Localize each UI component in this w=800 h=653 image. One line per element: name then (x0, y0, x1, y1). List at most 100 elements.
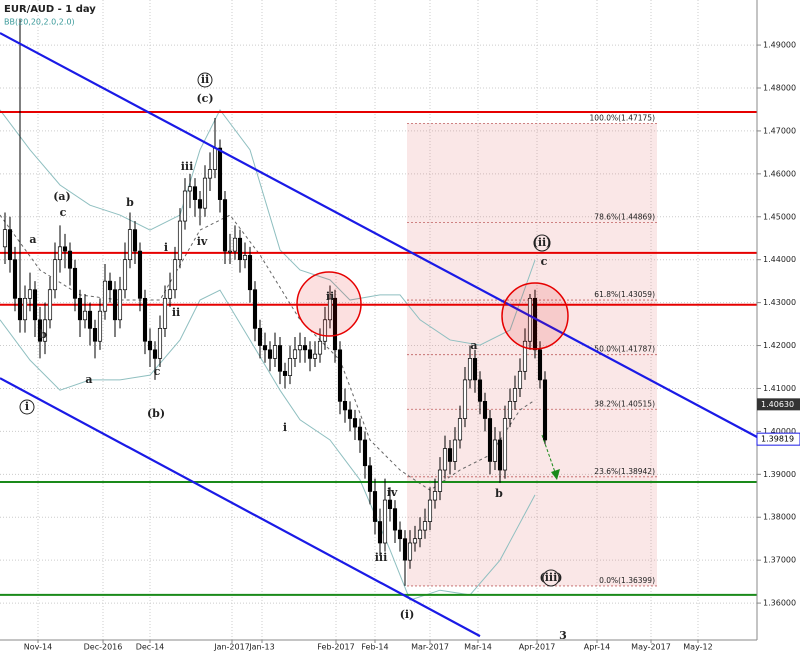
candle-body (322, 319, 328, 342)
candle-body (37, 319, 43, 342)
candle-body (107, 280, 113, 291)
fib-label: 38.2%(1.40515) (594, 399, 655, 408)
candle-body (277, 345, 283, 372)
candle-body (512, 388, 518, 402)
wave-label: (iii) (540, 571, 563, 584)
candle-body (77, 297, 83, 321)
candle-body (362, 439, 368, 467)
candle-body (282, 370, 288, 376)
y-tick-label: 1.48000 (763, 83, 796, 92)
x-tick-label: Mar-2017 (411, 643, 449, 652)
wave-label: iv (197, 235, 208, 248)
candle-body (167, 289, 173, 299)
wave-label: (b) (147, 407, 165, 420)
bollinger-band (0, 108, 536, 346)
wave-labels: ii (c) iii (a) c b iv a i ii b a c (b) i… (19, 72, 567, 642)
candle-body (302, 345, 308, 351)
highlight-circle (501, 282, 569, 350)
candle-body (392, 508, 398, 531)
candle-body (337, 349, 343, 402)
x-tick-label: Jan-2017 (213, 643, 250, 652)
candle-body (262, 345, 268, 351)
candle-body (482, 400, 488, 419)
fib-label: 23.6%(1.38942) (594, 467, 655, 476)
wave-label: iii (181, 160, 194, 173)
y-tick-label: 1.42000 (763, 341, 796, 350)
candle-body (92, 328, 98, 342)
price-box (756, 432, 800, 446)
candle-body (427, 499, 433, 522)
y-tick-label: 1.38000 (763, 513, 796, 522)
wave-label: iv (387, 486, 398, 499)
bollinger-band (0, 214, 536, 491)
candle-body (197, 199, 203, 209)
candle-body (387, 499, 393, 510)
candle-body (357, 426, 363, 441)
candle-body (2, 229, 8, 248)
candle-body (137, 250, 143, 299)
candle-body (437, 469, 443, 492)
candle-body (397, 529, 403, 540)
fib-label: 100.0%(1.47175) (590, 113, 656, 122)
candle-body (507, 400, 513, 419)
fib-label: 78.6%(1.44869) (594, 212, 655, 221)
candle-body (497, 439, 503, 471)
wave-label: a (85, 373, 92, 386)
candle-body (47, 289, 53, 321)
wave-label: b (495, 487, 503, 500)
candle-body (242, 255, 248, 261)
price-label: 1.39819 (761, 435, 794, 444)
y-tick-label: 1.44000 (763, 255, 796, 264)
y-tick-label: 1.49000 (763, 41, 796, 50)
candle-body (127, 229, 133, 261)
chart-subtitle: BB(20,20,2.0,2.0) (4, 18, 75, 27)
candle-body (142, 297, 148, 342)
candle-body (297, 345, 303, 351)
candle-body (317, 340, 323, 355)
wave-label: (a) (53, 190, 71, 203)
candle-body (97, 310, 103, 342)
wave-label: ii (172, 306, 180, 319)
candle-body (162, 297, 168, 329)
wave-label: c (60, 206, 67, 219)
wave-label: i (164, 241, 168, 254)
candle-body (312, 353, 318, 359)
candle-body (232, 237, 238, 252)
candle-body (287, 358, 293, 376)
y-tick-label: 1.40000 (763, 427, 796, 436)
price-box (757, 398, 800, 411)
candle-body (237, 237, 243, 261)
candle-body (352, 418, 358, 428)
candle-body (402, 538, 408, 561)
candle-body (432, 491, 438, 501)
bollinger-band (0, 289, 536, 601)
candle-body (42, 319, 48, 342)
wave-label: a (470, 339, 477, 352)
candle-body (102, 280, 108, 312)
x-tick-label: Feb-14 (361, 643, 388, 652)
wave-label: (c) (196, 92, 213, 105)
x-tick-label: Apr-14 (584, 643, 610, 652)
candle-body (452, 439, 458, 462)
candle-body (157, 328, 163, 359)
candle-body (22, 297, 28, 321)
wave-label: i (25, 400, 29, 413)
candle-body (67, 250, 73, 269)
candle-body (52, 259, 58, 291)
y-tick-label: 1.45000 (763, 212, 796, 221)
candle-body (172, 259, 178, 291)
fib-label: 61.8%(1.43059) (594, 290, 655, 299)
candle-body (207, 169, 213, 179)
candle-body (332, 297, 338, 351)
candle-body (462, 379, 468, 419)
candle-body (442, 448, 448, 471)
y-tick-label: 1.47000 (763, 126, 796, 135)
candle-body (202, 177, 208, 209)
chart-title: EUR/AUD - 1 day (4, 4, 96, 15)
y-tick-label: 1.46000 (763, 169, 796, 178)
y-tick-label: 1.39000 (763, 470, 796, 479)
candle-body (382, 499, 388, 544)
candle-body (177, 220, 183, 261)
candle-body (347, 409, 353, 419)
